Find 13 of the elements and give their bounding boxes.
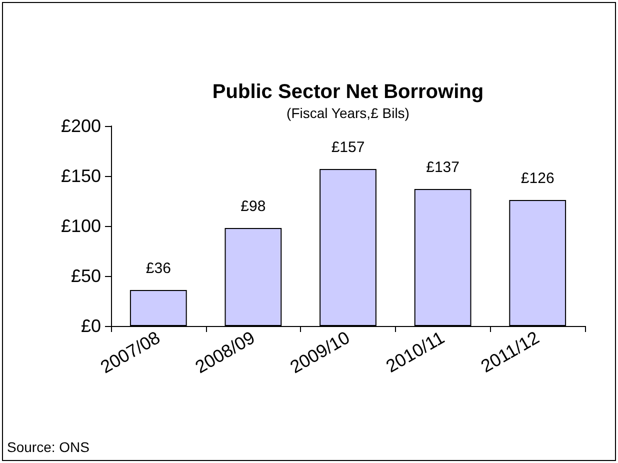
y-tick-label: £50 (70, 266, 101, 286)
chart-subtitle: (Fiscal Years,£ Bils) (286, 105, 410, 121)
data-label: £98 (240, 198, 266, 215)
y-tick-label: £100 (60, 216, 101, 236)
y-tick-label: £200 (60, 116, 101, 136)
data-label: £137 (426, 159, 460, 176)
data-label: £157 (331, 139, 365, 156)
data-label: £36 (146, 260, 171, 277)
data-label: £126 (520, 170, 554, 187)
source-note: Source: ONS (7, 439, 90, 455)
y-tick-label: £0 (80, 316, 101, 336)
y-tick-label: £150 (60, 166, 101, 186)
chart-title: Public Sector Net Borrowing (212, 81, 484, 103)
